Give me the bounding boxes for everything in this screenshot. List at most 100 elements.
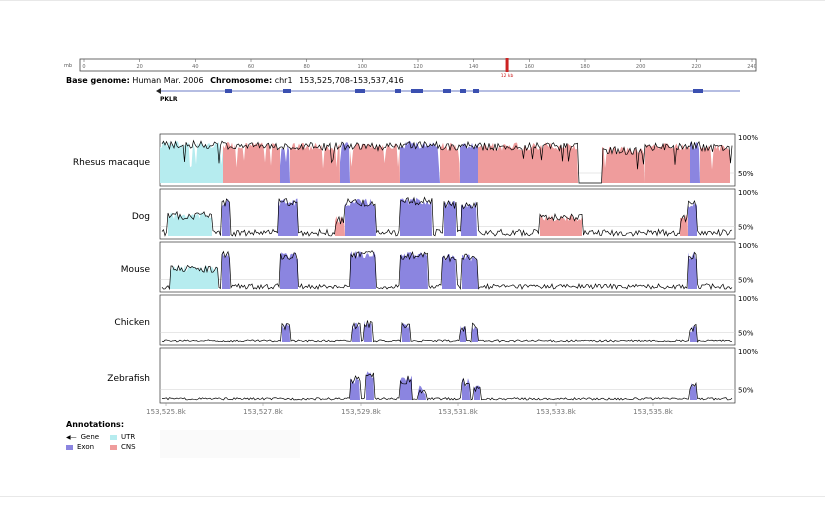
ruler-prefix: mb [64, 63, 72, 69]
region-u [160, 141, 223, 183]
region-c [540, 214, 582, 236]
region-e [400, 197, 432, 236]
region-e [278, 198, 298, 236]
region-c [645, 143, 690, 183]
legend-gene: ◀— Gene [66, 433, 100, 441]
pct-50-label: 50% [738, 277, 754, 285]
pct-50-label: 50% [738, 224, 754, 232]
x-tick-label: 153,525.8k [146, 408, 187, 416]
region-e [460, 325, 466, 342]
region-e [222, 198, 230, 236]
ruler-marker[interactable] [505, 58, 509, 72]
region-e [474, 385, 480, 400]
track-chicken: 100% 50% Chicken [114, 294, 758, 346]
region-e [460, 142, 478, 183]
species-label: Mouse [121, 265, 151, 275]
region-c [290, 142, 340, 183]
bottom-divider [0, 496, 825, 497]
x-tick-label: 153,535.8k [633, 408, 674, 416]
region-c [478, 142, 578, 183]
ruler-tick-label: 180 [580, 64, 590, 70]
x-tick-label: 153,531.8k [438, 408, 479, 416]
region-e [472, 326, 478, 342]
track-dog: 100% 50% Dog [132, 188, 758, 240]
pct-50-label: 50% [738, 330, 754, 338]
gene-exon[interactable] [355, 89, 365, 93]
pct-100-label: 100% [738, 242, 758, 250]
region-e [688, 202, 697, 236]
genome-header: Base genome: Human Mar. 2006 Chromosome:… [66, 76, 404, 85]
genomic-range: 153,525,708-153,537,416 [299, 76, 404, 85]
ruler: mb 0 20 40 60 80 100 120 140 160 180 200 220 240 12 kb [64, 58, 757, 79]
gene-name: PKLR [160, 96, 178, 103]
gene-exon[interactable] [395, 89, 401, 93]
ruler-tick-label: 40 [192, 64, 198, 70]
region-e [690, 141, 700, 183]
ruler-tick-label: 200 [636, 64, 646, 70]
region-c [335, 216, 345, 236]
region-e [366, 371, 374, 400]
gene-exon[interactable] [411, 89, 423, 93]
gene-exon[interactable] [473, 89, 479, 93]
track-mouse: 100% 50% Mouse [121, 241, 758, 293]
pct-100-label: 100% [738, 134, 758, 142]
region-e [412, 141, 440, 183]
region-e [282, 323, 290, 342]
region-e [444, 200, 456, 236]
utr-swatch [110, 434, 117, 440]
ruler-tick-label: 60 [248, 64, 254, 70]
region-e [462, 254, 478, 289]
x-tick-label: 153,529.8k [341, 408, 382, 416]
legend-utr: UTR [110, 433, 135, 441]
gene-direction-arrow-icon [156, 88, 161, 94]
annotations-title: Annotations: [66, 420, 125, 429]
x-tick-label: 153,527.8k [243, 408, 284, 416]
region-e [280, 251, 298, 289]
gene-exon[interactable] [443, 89, 451, 93]
gene-exon[interactable] [283, 89, 291, 93]
region-u [170, 264, 218, 289]
region-e [222, 252, 230, 289]
pct-100-label: 100% [738, 189, 758, 197]
conservation-line [161, 139, 733, 184]
region-c [223, 142, 280, 183]
legend-exon: Exon [66, 443, 94, 451]
region-c [602, 146, 645, 183]
region-e [345, 198, 376, 236]
gene-exon[interactable] [225, 89, 232, 93]
conservation-line [161, 196, 733, 238]
track-frame [159, 347, 736, 404]
region-c [700, 144, 730, 183]
ruler-tick-label: 120 [413, 64, 423, 70]
ruler-tick-label: 140 [469, 64, 479, 70]
region-e [690, 325, 697, 342]
gene-arrow-icon: ◀— [66, 433, 77, 441]
region-e [350, 250, 376, 289]
region-e [442, 254, 456, 289]
region-e [340, 141, 350, 183]
x-tick-label: 153,533.8k [536, 408, 577, 416]
track-frame [159, 294, 736, 346]
region-e [400, 140, 412, 183]
region-e [688, 251, 697, 289]
ruler-tick-label: 20 [136, 64, 142, 70]
track-rhesus-macaque: 100% 50% Rhesus macaque [73, 133, 758, 187]
ruler-tick-label: 240 [747, 64, 757, 70]
region-e [461, 201, 477, 236]
pct-50-label: 50% [738, 386, 754, 394]
gene-exon[interactable] [460, 89, 466, 93]
ruler-tick-label: 160 [525, 64, 535, 70]
pct-50-label: 50% [738, 170, 754, 178]
region-e [280, 145, 290, 183]
ruler-tick-label: 100 [358, 64, 368, 70]
ruler-tick-label: 220 [692, 64, 702, 70]
conservation-line [161, 250, 733, 291]
region-c [440, 142, 460, 183]
ruler-marker-label: 12 kb [501, 73, 514, 79]
region-e [400, 375, 412, 400]
species-label: Rhesus macaque [73, 158, 151, 168]
gene-track [156, 88, 740, 94]
conservation-line [161, 320, 733, 343]
gene-exon[interactable] [693, 89, 703, 93]
track-zebrafish: 100% 50% Zebrafish [107, 347, 758, 404]
